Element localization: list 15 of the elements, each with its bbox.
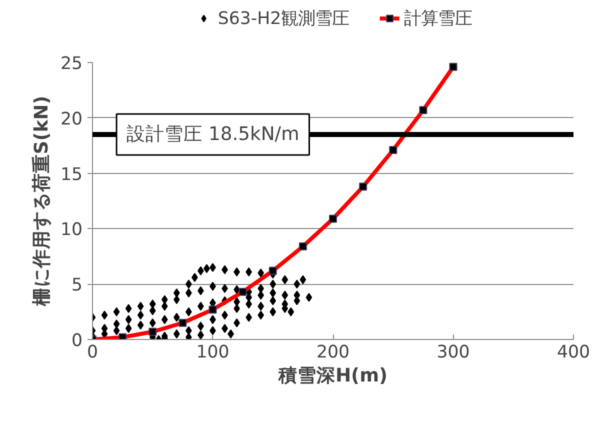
- y-tick-label: 15: [60, 164, 83, 185]
- legend-label: 計算雪圧: [404, 8, 472, 30]
- x-tick-label: 0: [86, 342, 98, 362]
- x-tick-label: 300: [436, 342, 470, 362]
- x-tick-label: 400: [556, 342, 590, 362]
- ref-line-label: 設計雪圧 18.5kN/m: [126, 124, 300, 146]
- y-tick-label: 25: [60, 54, 83, 74]
- y-tick-label: 10: [60, 220, 83, 240]
- legend-label: S63-H2観測雪圧: [218, 8, 350, 30]
- y-axis-title: 柵に作用する荷重S(kN): [30, 96, 52, 308]
- x-tick-label: 200: [316, 342, 350, 362]
- y-tick-label: 5: [71, 276, 83, 296]
- x-axis-title: 積雪深H(m): [277, 366, 388, 386]
- x-tick-label: 100: [196, 342, 230, 362]
- y-tick-label: 20: [60, 109, 83, 130]
